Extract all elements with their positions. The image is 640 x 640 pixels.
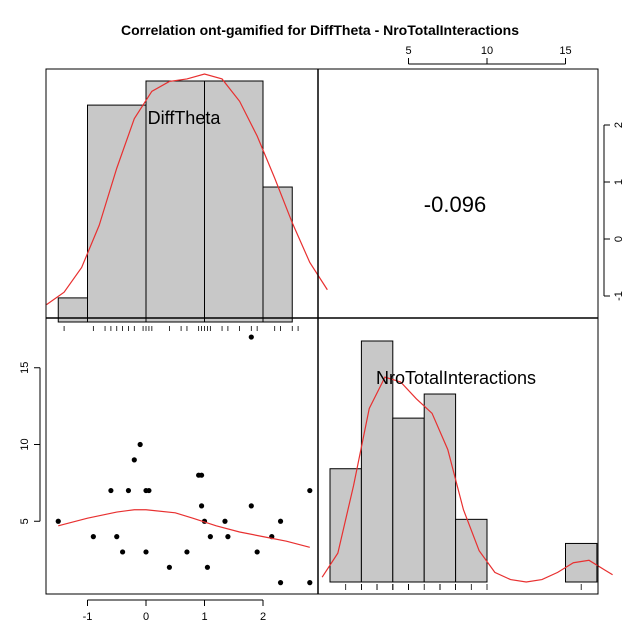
axis-tick-label-top: 10: [481, 45, 493, 57]
axis-tick-label-left: 10: [19, 438, 31, 450]
axis-tick-label-right: -1: [613, 291, 625, 301]
scatter-point: [137, 441, 143, 448]
scatter-point: [166, 564, 172, 570]
histogram-bar-difftheta: [145, 80, 205, 323]
scatter-point: [184, 549, 190, 555]
scatter-point: [307, 580, 313, 586]
smooth-curve: [58, 509, 310, 548]
variable-label-difftheta: DiffTheta: [148, 108, 222, 128]
axis-tick-label-bottom: -1: [83, 611, 93, 623]
density-curve-difftheta: [46, 73, 328, 306]
axis-tick-label-top: 15: [559, 45, 571, 57]
scatter-point: [277, 518, 284, 524]
scatter-point: [248, 334, 254, 340]
chart-title: Correlation ont-gamified for DiffTheta -…: [121, 22, 519, 38]
scatter-point: [120, 549, 126, 555]
axis-tick-label-right: 1: [613, 179, 625, 185]
panel-border: [45, 317, 319, 595]
axis-tick-label-left: 5: [19, 518, 31, 524]
histogram-bar-interactions: [423, 393, 457, 583]
scatter-point: [143, 549, 149, 555]
scatter-point: [90, 534, 96, 540]
scatter-point: [204, 564, 211, 570]
scatter-point: [277, 580, 284, 586]
density-curve-interactions: [321, 376, 613, 583]
scatter-point: [146, 487, 152, 494]
scatter-point: [222, 518, 228, 524]
scatter-point: [114, 534, 120, 540]
scatter-point: [248, 503, 254, 509]
scatter-point: [225, 534, 231, 540]
axis-tick-label-top: 5: [405, 45, 411, 57]
variable-label-interactions: NroTotalInteractions: [376, 368, 536, 388]
histogram-bar-interactions: [565, 542, 598, 583]
scatter-point: [125, 487, 132, 494]
scatter-point: [198, 472, 205, 478]
axis-tick-label-bottom: 1: [201, 611, 207, 623]
scatter-point: [198, 503, 205, 509]
scatter-point: [254, 549, 260, 555]
axis-tick-label-bottom: 2: [260, 611, 266, 623]
axis-tick-label-right: 0: [613, 236, 625, 242]
axis-tick-label-bottom: 0: [143, 611, 149, 623]
scatter-point: [55, 518, 61, 524]
histogram-bar-interactions: [360, 340, 394, 583]
scatter-point: [108, 487, 114, 494]
plot-layer: DiffTheta NroTotalInteractions -0.096 -1 0 1 2…: [19, 45, 625, 623]
scatter-point: [207, 534, 213, 540]
histogram-bar-interactions: [329, 468, 362, 583]
histogram-bar-interactions: [392, 417, 425, 583]
histogram-bar-difftheta: [262, 186, 293, 323]
axis-tick-label-left: 15: [19, 362, 31, 374]
axis-tick-label-right: 2: [613, 122, 625, 128]
scatter-point: [131, 457, 137, 463]
histogram-bar-difftheta: [204, 80, 264, 323]
scatter-point: [307, 487, 313, 494]
histogram-bar-difftheta: [87, 104, 147, 323]
correlation-value: -0.096: [424, 192, 486, 217]
